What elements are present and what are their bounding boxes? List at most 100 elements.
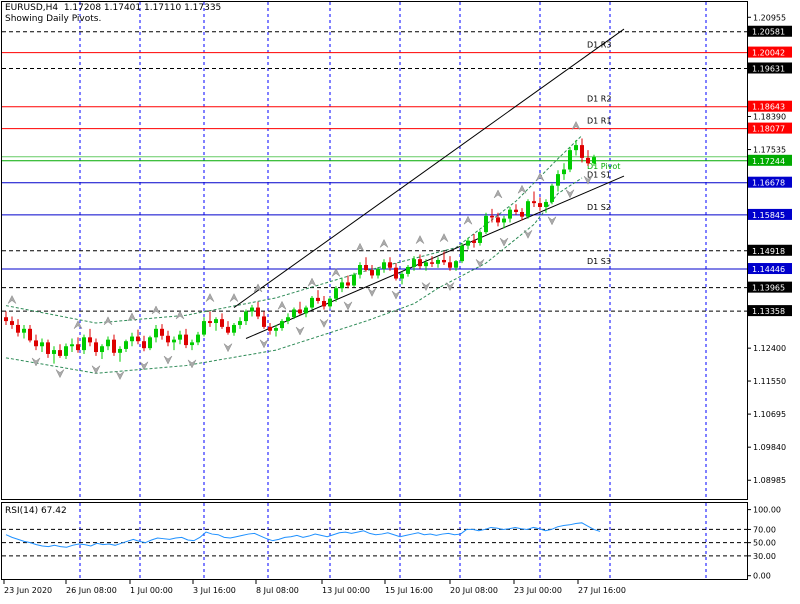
- fractal-down: [445, 282, 455, 292]
- candle-body: [10, 321, 14, 325]
- candle-body: [556, 174, 560, 186]
- x-tick-label: 20 Jul 08:00: [450, 586, 498, 595]
- candle-body: [190, 342, 194, 346]
- candle-body: [124, 341, 128, 349]
- candle-body: [58, 350, 62, 356]
- pivot-tag: 1.18643: [752, 103, 785, 112]
- candle-body: [340, 282, 344, 289]
- y-tick-label: 1.20955: [753, 13, 786, 22]
- pivot-label: D1 R2: [587, 95, 611, 104]
- fractal-up: [205, 293, 215, 302]
- pivot-tag-bg: [748, 176, 792, 188]
- fractal-up: [7, 294, 17, 304]
- fractal-down: [343, 301, 353, 311]
- rsi-label: RSI(14) 67.42: [5, 506, 67, 516]
- y-tick-label: 1.08985: [753, 476, 786, 485]
- fractal-down: [523, 230, 533, 239]
- candle-body: [532, 201, 536, 204]
- candle-body: [202, 321, 206, 335]
- candle-body: [496, 217, 500, 223]
- dashed-level-tag-bg: [748, 25, 792, 37]
- candle-body: [424, 262, 428, 267]
- candle-body: [148, 337, 152, 349]
- candle-body: [160, 328, 164, 336]
- dashed-level-tag: 1.13358: [752, 307, 785, 316]
- fractal-up: [175, 310, 185, 320]
- pivot-tag: 1.14446: [752, 265, 785, 274]
- fractal-up: [307, 277, 317, 287]
- fractal-down: [499, 237, 509, 247]
- candle-body: [22, 328, 26, 333]
- trendlines: [233, 28, 625, 339]
- candle-body: [4, 317, 8, 322]
- fractal-down: [91, 365, 101, 375]
- candle-body: [574, 145, 578, 151]
- fractal-down: [55, 369, 65, 379]
- candle-body: [100, 346, 104, 353]
- fractal-up: [571, 120, 581, 130]
- candle-body: [346, 282, 350, 286]
- fractal-up: [253, 283, 263, 293]
- candle-body: [418, 259, 422, 267]
- candle-body: [316, 297, 320, 301]
- y-tick-label: 1.18390: [753, 112, 786, 121]
- candle-body: [106, 339, 110, 347]
- fractal-down: [391, 290, 401, 300]
- candle-body: [400, 273, 404, 279]
- fractal-up: [103, 316, 113, 326]
- candle-body: [514, 209, 518, 213]
- fractal-down: [367, 288, 377, 297]
- candle-body: [328, 298, 332, 307]
- pivot-tag-bg: [748, 46, 792, 58]
- candle-body: [178, 334, 182, 340]
- dashed-level-tag-bg: [748, 62, 792, 74]
- candle-body: [406, 266, 410, 274]
- candle-body: [520, 212, 524, 217]
- candle-body: [448, 262, 452, 268]
- candle-body: [76, 344, 80, 351]
- candle-body: [64, 346, 68, 356]
- fractal-down: [565, 189, 575, 199]
- fractal-up: [415, 235, 425, 244]
- x-tick-label: 8 Jul 08:00: [256, 586, 299, 595]
- dashed-levels: [2, 31, 747, 312]
- candle-body: [490, 215, 494, 218]
- candle-body: [322, 300, 326, 307]
- candle-body: [298, 309, 302, 314]
- candle-body: [220, 319, 224, 327]
- dashed-level-tag-bg: [748, 281, 792, 293]
- pivot-tag: 1.15845: [752, 211, 785, 220]
- x-tick-label: 13 Jul 00:00: [322, 586, 370, 595]
- candle-body: [286, 317, 290, 322]
- fractal-markers: [7, 120, 593, 381]
- pivot-tag-bg: [748, 122, 792, 134]
- candle-body: [580, 145, 584, 158]
- pivot-tag-bg: [748, 154, 792, 166]
- rsi-y-tick-label: 0.00: [753, 572, 771, 581]
- fractal-up: [277, 300, 287, 310]
- rsi-y-tick-label: 100.00: [753, 506, 781, 515]
- y-tick-label: 1.11550: [753, 377, 786, 386]
- candle-body: [526, 201, 530, 217]
- x-tick-label: 27 Jul 16:00: [578, 586, 626, 595]
- candle-body: [394, 267, 398, 279]
- x-tick-label: 23 Jul 00:00: [514, 586, 562, 595]
- candle-body: [280, 321, 284, 329]
- candle-body: [94, 342, 98, 353]
- fractal-up: [355, 242, 365, 252]
- y-tick-label: 1.17535: [753, 146, 786, 155]
- fractal-up: [151, 305, 161, 315]
- pivot-label: D1 S2: [587, 203, 611, 212]
- candle-body: [304, 307, 308, 314]
- fractal-down: [223, 343, 233, 353]
- fractal-down: [547, 216, 557, 226]
- envelope-lower: [5, 177, 583, 374]
- rsi-indicator: 100.00 70.00 50.00 30.00 0.00: [2, 506, 781, 581]
- candle-body: [196, 334, 200, 343]
- pivots-note: Showing Daily Pivots.: [5, 14, 102, 24]
- fractal-up: [127, 312, 137, 322]
- fractal-up: [535, 172, 545, 182]
